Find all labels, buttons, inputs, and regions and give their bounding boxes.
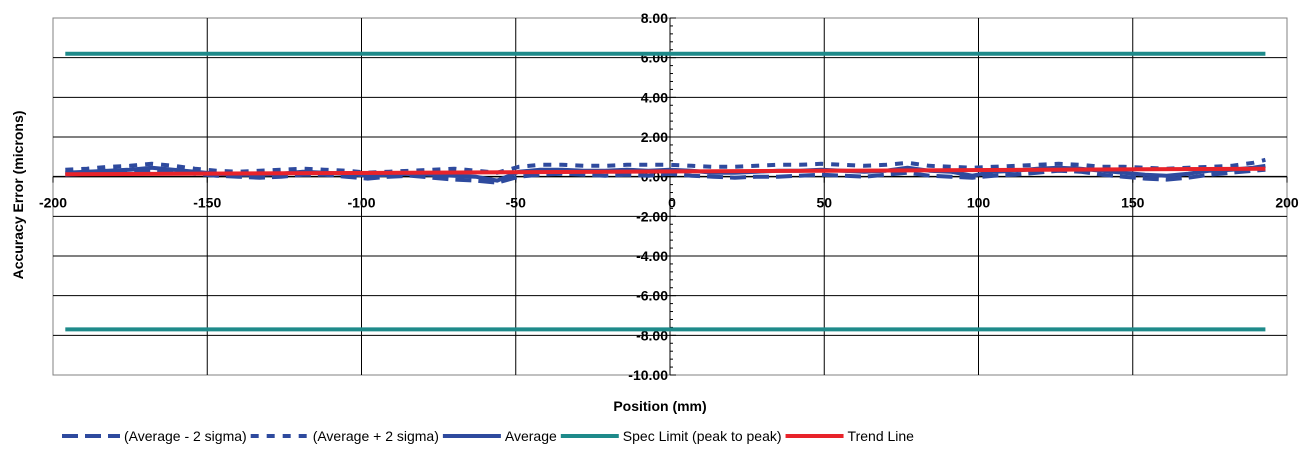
- y-tick-label: -10.00: [628, 367, 668, 383]
- x-tick-label: 100: [967, 195, 991, 211]
- x-tick-label: 0: [668, 195, 676, 211]
- series-line-average-2-sigma: [65, 167, 1266, 185]
- legend-label: Trend Line: [848, 428, 915, 444]
- y-tick-label: 4.00: [641, 89, 668, 105]
- legend-label: (Average + 2 sigma): [313, 428, 439, 444]
- series-line-trend-line: [65, 166, 1266, 177]
- x-tick-label: 50: [816, 195, 832, 211]
- x-tick-label: -100: [347, 195, 375, 211]
- x-ticks: -200 -150 -100 -50 0 50 100 150 200: [39, 176, 1299, 211]
- x-tick-label: -200: [39, 195, 67, 211]
- x-tick-label: 200: [1275, 195, 1299, 211]
- legend-label: Average: [505, 428, 557, 444]
- y-tick-label: -2.00: [636, 208, 668, 224]
- legend-label: (Average - 2 sigma): [124, 428, 247, 444]
- y-tick-label: -6.00: [636, 288, 668, 304]
- series-line-average-2-sigma: [65, 157, 1266, 175]
- y-tick-label: 2.00: [641, 129, 668, 145]
- y-tick-label: 8.00: [641, 10, 668, 26]
- x-tick-label: -150: [193, 195, 221, 211]
- y-axis-title: Accuracy Error (microns): [10, 111, 26, 280]
- x-tick-label: -50: [506, 195, 526, 211]
- y-tick-label: -4.00: [636, 248, 668, 264]
- x-tick-label: 150: [1121, 195, 1145, 211]
- legend: (Average - 2 sigma) (Average + 2 sigma) Av…: [62, 428, 914, 444]
- series: [65, 51, 1266, 332]
- x-axis-title: Position (mm): [613, 398, 706, 414]
- legend-label: Spec Limit (peak to peak): [623, 428, 782, 444]
